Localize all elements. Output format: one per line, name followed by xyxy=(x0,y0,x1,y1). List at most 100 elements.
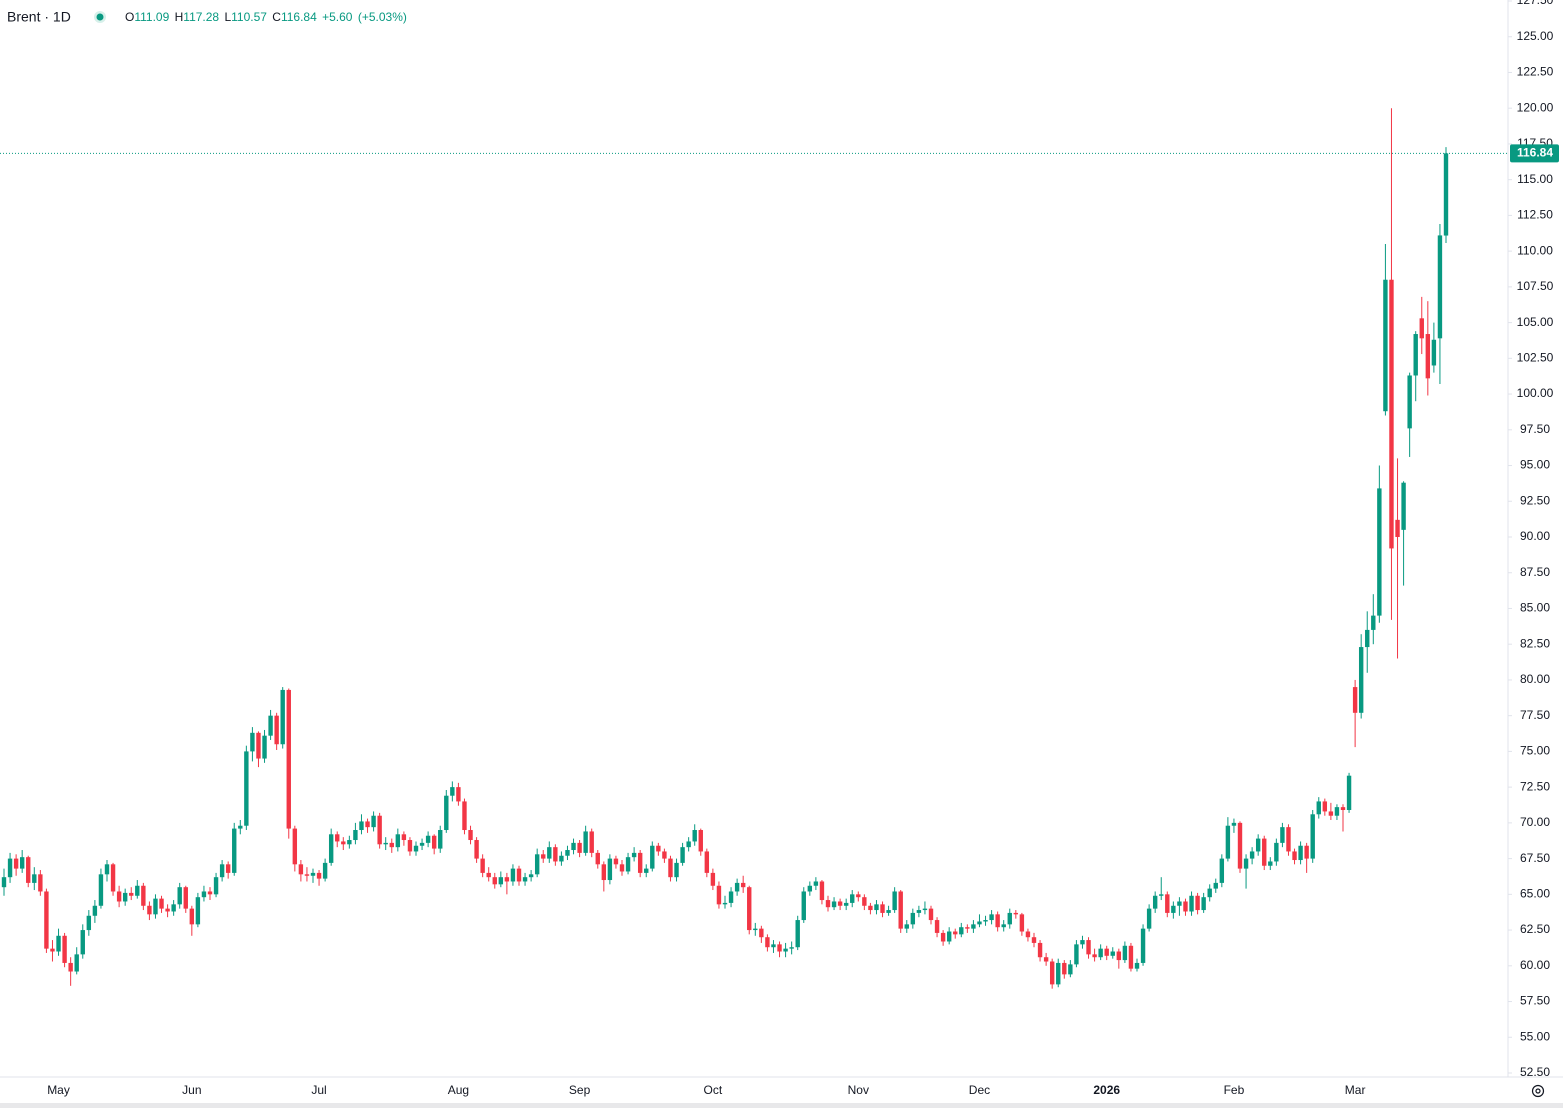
candle-body xyxy=(1080,940,1085,945)
candle-body xyxy=(165,908,170,912)
candle-body xyxy=(92,905,98,916)
candle-body xyxy=(1243,858,1249,869)
candle-body xyxy=(171,904,176,912)
y-tick-label: 65.00 xyxy=(1520,887,1550,901)
candle-body xyxy=(874,904,879,911)
candle-body xyxy=(68,962,73,972)
candle-body xyxy=(1092,954,1097,958)
candle-body xyxy=(977,921,982,925)
y-tick-label: 92.50 xyxy=(1520,493,1550,507)
candle-body xyxy=(1001,924,1006,928)
candle-body xyxy=(1074,944,1079,965)
y-tick-label: 112.50 xyxy=(1517,208,1553,222)
candle-body xyxy=(444,795,449,831)
candle-body xyxy=(843,902,849,906)
candle-body xyxy=(1268,861,1273,866)
candle-body xyxy=(310,872,316,876)
candle-body xyxy=(577,842,582,853)
candle-body xyxy=(716,885,722,905)
candle-body xyxy=(1031,937,1037,943)
candle-body xyxy=(510,868,516,882)
settings-icon-ring[interactable] xyxy=(1531,1084,1545,1098)
candle-body xyxy=(710,872,716,886)
candle-body xyxy=(262,735,267,759)
candle-body xyxy=(147,905,152,915)
candle-body xyxy=(553,847,558,862)
candle-body xyxy=(62,935,67,963)
status-dot xyxy=(96,13,104,21)
candle-body xyxy=(801,891,806,921)
candle-body xyxy=(916,910,922,913)
candle-body xyxy=(341,841,346,845)
candle-body xyxy=(904,924,909,929)
candle-body xyxy=(547,847,552,859)
candle-body xyxy=(1134,962,1140,969)
candle-body xyxy=(1334,807,1340,816)
candle-body xyxy=(528,874,534,878)
y-tick-label: 120.00 xyxy=(1517,100,1554,114)
candle-body xyxy=(219,864,225,878)
candle-body xyxy=(1262,838,1267,866)
candle-body xyxy=(1395,519,1400,537)
candle-body xyxy=(777,944,782,952)
candle-body xyxy=(504,877,510,882)
y-tick-label: 72.50 xyxy=(1520,779,1550,793)
candle-body xyxy=(1358,647,1364,713)
candle-body xyxy=(898,891,903,929)
candle-body xyxy=(946,931,952,942)
y-tick-label: 122.50 xyxy=(1517,65,1554,79)
y-tick-label: 52.50 xyxy=(1520,1065,1550,1079)
candle-body xyxy=(1346,775,1352,811)
x-tick-label: Sep xyxy=(569,1083,591,1097)
candle-body xyxy=(1043,957,1049,962)
candle-body xyxy=(419,842,425,846)
y-tick-label: 80.00 xyxy=(1520,672,1550,686)
candle-body xyxy=(32,874,37,883)
candle-body xyxy=(734,882,740,892)
candle-body xyxy=(1104,948,1109,956)
candle-body xyxy=(644,868,649,873)
settings-icon[interactable] xyxy=(1531,1084,1545,1098)
candle-body xyxy=(316,872,322,879)
candle-body xyxy=(207,891,213,895)
candle-body xyxy=(650,845,655,869)
legend-label: C xyxy=(272,10,281,24)
x-tick-label: Dec xyxy=(969,1083,990,1097)
candle-body xyxy=(971,924,976,929)
candle-body xyxy=(395,834,401,848)
candle-body xyxy=(759,928,764,938)
candle-body xyxy=(534,854,540,875)
settings-icon-center[interactable] xyxy=(1535,1088,1541,1094)
candle-body xyxy=(934,920,940,933)
candle-body xyxy=(286,689,291,829)
candle-body xyxy=(807,885,813,892)
candle-body xyxy=(740,882,746,888)
candle-body xyxy=(1183,901,1188,912)
candle-body xyxy=(868,905,873,911)
candle-body xyxy=(1201,897,1206,911)
candle-body xyxy=(819,881,825,901)
candle-body xyxy=(438,830,443,849)
x-tick-label: Mar xyxy=(1345,1083,1366,1097)
candle-body xyxy=(183,887,188,909)
candle-body xyxy=(1304,845,1309,859)
candle-body xyxy=(425,835,431,843)
symbol-title: Brent · 1D xyxy=(7,9,71,25)
candle-body xyxy=(74,954,79,972)
candle-body xyxy=(268,715,273,736)
candle-body xyxy=(135,885,140,896)
candle-body xyxy=(1110,951,1115,956)
candle-body xyxy=(26,857,31,883)
legend-label: O xyxy=(125,10,134,24)
candle-body xyxy=(1049,961,1055,985)
candle-body xyxy=(129,892,134,896)
candle-body xyxy=(80,930,85,955)
legend-label: H xyxy=(175,10,184,24)
candle-body xyxy=(850,894,855,903)
candle-body xyxy=(213,877,219,895)
candle-body xyxy=(1140,928,1146,963)
candle-body xyxy=(177,887,182,905)
candle-body xyxy=(656,845,661,852)
y-tick-label: 127.50 xyxy=(1517,0,1554,7)
